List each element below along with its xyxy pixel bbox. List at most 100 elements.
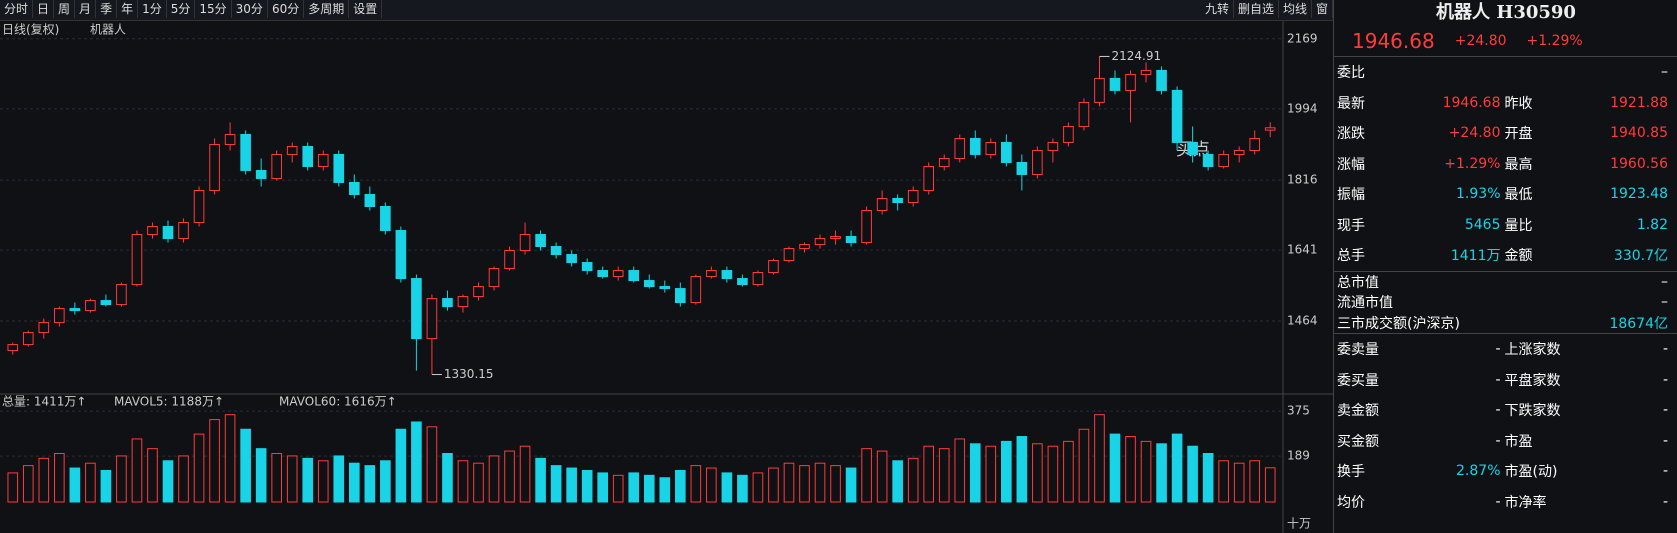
info-label: 买金额 — [1337, 433, 1379, 450]
candle-body — [1233, 149, 1245, 155]
candle-body — [54, 308, 65, 324]
candle-body — [721, 270, 733, 280]
candle-body — [923, 165, 935, 191]
volume-bar — [255, 448, 267, 503]
candle-body — [566, 254, 577, 264]
volume-bar — [193, 433, 205, 503]
info-label: 昨收 — [1504, 95, 1533, 112]
volume-legend: MAVOL5: 1188万↑ — [114, 395, 224, 409]
y-tick-label: 1994 — [1287, 101, 1318, 115]
info-row: 三市成交额(沪深京) 18674亿 — [1334, 313, 1677, 334]
tool-button[interactable]: 删自选 — [1233, 0, 1279, 18]
period-button[interactable]: 季 — [96, 0, 118, 18]
candle-body — [178, 222, 189, 240]
volume-bar — [100, 469, 112, 503]
info-label: 总手 — [1337, 248, 1365, 265]
candle-body — [954, 137, 966, 159]
info-value: - — [1495, 432, 1501, 449]
candle-body — [504, 250, 515, 270]
candle-body — [193, 189, 205, 224]
volume-bar — [612, 474, 624, 503]
volume-bar — [240, 428, 251, 503]
info-value: - — [1662, 493, 1668, 510]
info-value: 1411万 — [1450, 248, 1501, 265]
candle-body — [488, 268, 500, 288]
period-button[interactable]: 30分 — [231, 0, 268, 18]
candle-body — [162, 226, 174, 240]
candle-body — [1109, 77, 1121, 91]
candle-body — [1140, 69, 1152, 75]
volume-bar — [581, 469, 593, 503]
period-button[interactable]: 设置 — [349, 0, 383, 18]
candle-body — [737, 278, 748, 286]
info-label: 最低 — [1504, 187, 1533, 204]
volume-bar — [7, 472, 19, 503]
y-tick-label: 1641 — [1287, 243, 1318, 257]
candle-body — [535, 234, 546, 248]
volume-bar — [38, 457, 50, 503]
period-button[interactable]: 周 — [54, 0, 76, 18]
volume-bar — [333, 455, 345, 503]
candle-body — [209, 143, 220, 191]
period-button[interactable]: 分时 — [0, 0, 34, 18]
tool-button[interactable]: 九转 — [1200, 0, 1234, 18]
volume-bar — [147, 448, 158, 503]
candle-body — [752, 272, 764, 286]
period-button[interactable]: 年 — [117, 0, 139, 18]
volume-bar — [488, 455, 500, 503]
candle-body — [876, 197, 888, 212]
info-row: 买金额 - 市盈 - — [1334, 426, 1677, 457]
period-button[interactable]: 1分 — [138, 0, 167, 18]
info-row: 均价 - 市净率 - — [1334, 487, 1677, 518]
period-button[interactable]: 60分 — [267, 0, 305, 18]
info-label: 开盘 — [1504, 126, 1533, 143]
period-button[interactable]: 日 — [33, 0, 55, 18]
low-label: 1330.15 — [444, 367, 494, 381]
candle-body — [1202, 153, 1214, 167]
info-value: - — [1662, 341, 1668, 358]
info-row: 振幅 1.93% 最低 1923.48 — [1334, 179, 1677, 210]
info-label: 市盈 — [1504, 433, 1533, 450]
period-button[interactable]: 5分 — [166, 0, 196, 18]
volume-bar — [1156, 443, 1167, 503]
volume-bar — [364, 465, 376, 503]
info-label: 涨幅 — [1337, 156, 1365, 173]
candle-body — [581, 262, 593, 272]
tool-button[interactable]: 均线 — [1278, 0, 1312, 18]
info-label: 均价 — [1337, 494, 1365, 511]
period-button[interactable]: 月 — [75, 0, 97, 18]
volume-bar — [1264, 467, 1276, 503]
info-label: 最高 — [1504, 156, 1533, 173]
candle-body — [1171, 89, 1183, 143]
tool-button[interactable]: 窗 — [1311, 0, 1333, 18]
info-row: 委比 – — [1334, 57, 1677, 88]
info-value: 5465 — [1464, 216, 1501, 233]
info-label: 最新 — [1337, 95, 1365, 112]
candle-body — [845, 236, 857, 244]
candle-body — [1156, 69, 1167, 91]
volume-bar — [131, 438, 143, 503]
high-label: 2124.91 — [1111, 49, 1161, 63]
info-label: 涨跌 — [1337, 126, 1365, 143]
volume-bar — [830, 465, 841, 503]
volume-bar — [1125, 436, 1136, 503]
volume-bar — [1187, 445, 1198, 503]
candle-body — [1125, 73, 1136, 91]
volume-bar — [643, 474, 655, 503]
volume-bar — [985, 445, 997, 503]
candle-body — [706, 270, 717, 278]
info-value: 18674亿 — [1609, 315, 1668, 332]
candle-body — [783, 248, 795, 262]
volume-bar — [69, 467, 81, 503]
candle-body — [1078, 101, 1090, 127]
period-button[interactable]: 多周期 — [304, 0, 350, 18]
volume-bar — [380, 460, 391, 503]
period-button[interactable]: 15分 — [195, 0, 232, 18]
candle-body — [1047, 141, 1059, 151]
candle-body — [1063, 125, 1074, 143]
candle-body — [85, 300, 96, 312]
volume-bar — [1202, 453, 1214, 503]
info-label: 三市成交额(沪深京) — [1337, 315, 1460, 332]
candle-body — [550, 246, 562, 256]
info-value: 2.87% — [1456, 463, 1501, 480]
